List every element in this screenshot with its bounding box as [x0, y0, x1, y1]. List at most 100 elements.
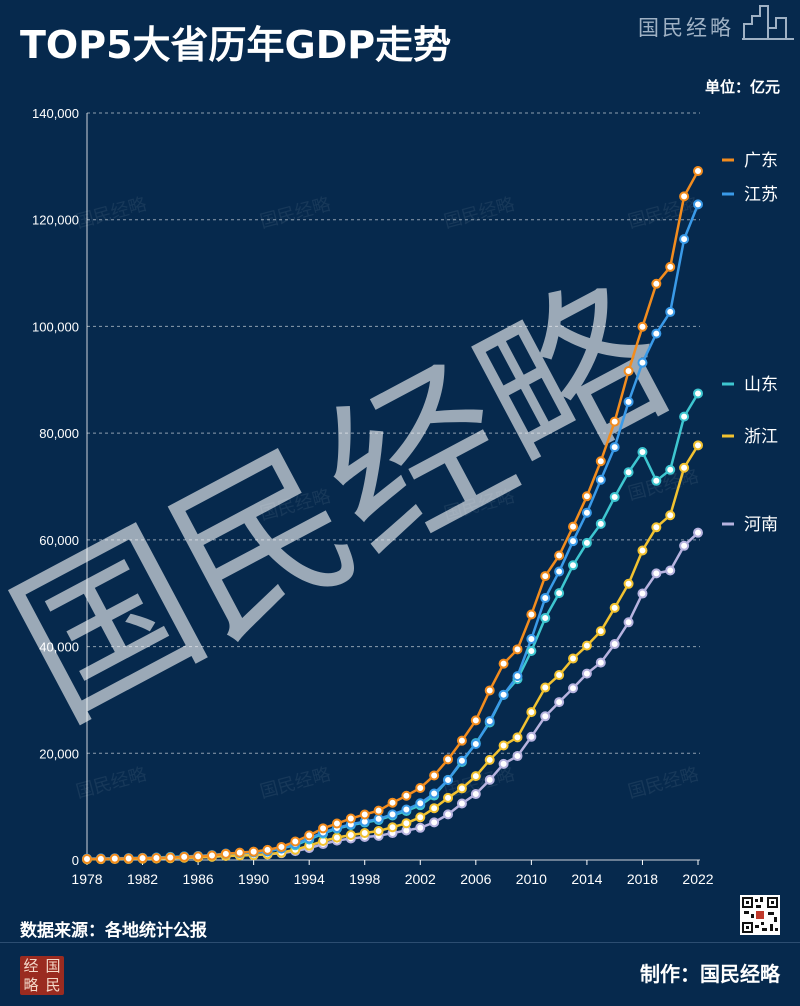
- data-point: [554, 697, 565, 708]
- data-point: [456, 755, 467, 766]
- data-point: [679, 540, 690, 551]
- data-point: [665, 510, 676, 521]
- data-point: [693, 527, 703, 538]
- footer-divider: [0, 942, 800, 943]
- data-point: [693, 440, 703, 451]
- data-point: [331, 818, 342, 829]
- data-point: [679, 191, 690, 202]
- data-point: [470, 771, 481, 782]
- data-point: [137, 853, 148, 864]
- data-point: [609, 639, 620, 650]
- data-point: [512, 732, 523, 743]
- data-point: [456, 735, 467, 746]
- legend-label: 广东: [744, 151, 778, 171]
- data-point: [595, 626, 606, 637]
- data-point: [665, 306, 676, 317]
- data-point: [345, 829, 356, 840]
- data-point: [429, 788, 440, 799]
- data-point: [595, 474, 606, 485]
- data-point: [290, 836, 301, 847]
- data-point: [429, 803, 440, 814]
- data-point: [498, 758, 509, 769]
- data-point: [540, 571, 551, 582]
- data-point: [526, 707, 537, 718]
- city-skyline-icon: [742, 5, 794, 40]
- x-tick-label: 1994: [294, 871, 325, 887]
- data-point: [484, 716, 495, 727]
- seal-char: 民: [45, 976, 61, 994]
- data-point: [443, 809, 454, 820]
- data-point: [498, 689, 509, 700]
- data-point: [637, 321, 648, 332]
- data-point: [609, 602, 620, 613]
- data-point: [276, 841, 287, 852]
- data-point: [679, 411, 690, 422]
- data-point: [373, 805, 384, 816]
- x-tick-label: 1986: [183, 871, 214, 887]
- data-point: [401, 818, 412, 829]
- data-point: [679, 462, 690, 473]
- data-point: [304, 830, 315, 841]
- data-point: [415, 822, 426, 833]
- data-point: [568, 560, 579, 571]
- data-point: [318, 823, 329, 834]
- data-point: [665, 261, 676, 272]
- data-point: [581, 491, 592, 502]
- x-tick-label: 2006: [460, 871, 491, 887]
- data-point: [359, 828, 370, 839]
- data-point: [540, 682, 551, 693]
- data-point: [623, 617, 634, 628]
- x-tick-label: 1998: [349, 871, 380, 887]
- legend-label: 浙江: [744, 427, 778, 447]
- data-point: [609, 416, 620, 427]
- data-point: [568, 683, 579, 694]
- x-tick-label: 1990: [238, 871, 269, 887]
- x-tick-label: 2018: [627, 871, 658, 887]
- data-point: [470, 738, 481, 749]
- data-point: [415, 782, 426, 793]
- data-point: [387, 822, 398, 833]
- data-point: [526, 646, 537, 657]
- data-point: [637, 545, 648, 556]
- data-point: [456, 783, 467, 794]
- data-point: [373, 813, 384, 824]
- data-point: [387, 809, 398, 820]
- data-point: [623, 396, 634, 407]
- y-tick-label: 140,000: [32, 106, 79, 121]
- data-point: [693, 199, 703, 210]
- data-point: [651, 475, 662, 486]
- data-source: 数据来源：各地统计公报: [20, 921, 207, 941]
- data-point: [262, 844, 273, 855]
- data-point: [95, 853, 106, 864]
- data-point: [581, 537, 592, 548]
- data-point: [581, 640, 592, 651]
- seal-char: 经: [23, 957, 39, 975]
- data-point: [331, 832, 342, 843]
- data-point: [443, 774, 454, 785]
- data-point: [415, 798, 426, 809]
- data-point: [373, 825, 384, 836]
- qr-code-icon[interactable]: [740, 895, 780, 935]
- data-point: [429, 770, 440, 781]
- data-point: [665, 565, 676, 576]
- data-point: [693, 166, 703, 177]
- data-point: [234, 847, 245, 858]
- data-point: [540, 612, 551, 623]
- brand-name: 国民经略: [638, 16, 734, 40]
- data-point: [568, 653, 579, 664]
- y-tick-label: 120,000: [32, 213, 79, 228]
- data-point: [595, 657, 606, 668]
- data-point: [581, 507, 592, 518]
- watermark-text: 国民经略: [626, 466, 701, 505]
- data-point: [679, 234, 690, 245]
- data-point: [637, 357, 648, 368]
- data-point: [109, 853, 120, 864]
- data-point: [248, 846, 259, 857]
- data-point: [568, 521, 579, 532]
- data-point: [609, 492, 620, 503]
- watermark-text: 国民经略: [258, 194, 333, 233]
- data-point: [82, 854, 92, 865]
- x-tick-label: 2010: [516, 871, 547, 887]
